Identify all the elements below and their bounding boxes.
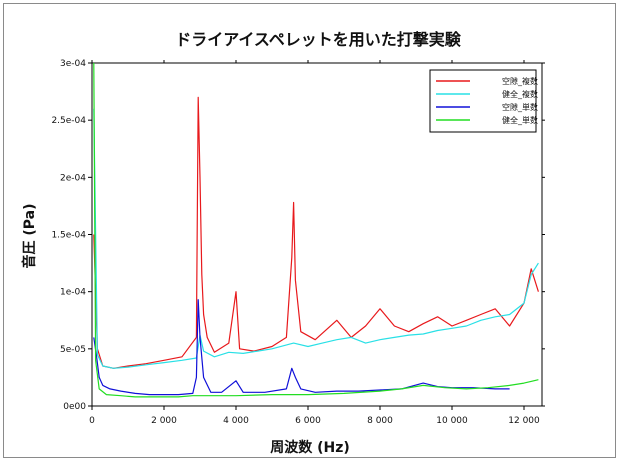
chart-title: ドライアイスペレットを用いた打撃実験 <box>175 30 462 49</box>
y-tick-label: 1.5e-04 <box>51 231 86 241</box>
series-line-2 <box>93 108 539 369</box>
x-tick-label: 0 <box>89 416 95 426</box>
y-tick-label: 5e-05 <box>60 345 86 355</box>
x-tick-label: 4 000 <box>223 416 249 426</box>
x-tick-label: 12 000 <box>508 416 540 426</box>
y-tick-label: 3e-04 <box>60 59 86 69</box>
x-tick-label: 8 000 <box>367 416 393 426</box>
y-tick-label: 1e-04 <box>60 288 86 298</box>
y-axis-label: 音圧 (Pa) <box>21 203 38 268</box>
y-tick-label: 2e-04 <box>60 173 86 183</box>
x-tick-label: 2 000 <box>151 416 177 426</box>
y-tick-label: 2.5e-04 <box>51 116 86 126</box>
plot-area: 0 2 000 4 000 6 000 8 000 10 000 12 000 0e00 5e-… <box>51 59 545 426</box>
y-tick-label: 0e00 <box>63 402 86 412</box>
legend-label-1: 空隙_複数 <box>502 76 538 86</box>
x-tick-label: 6 000 <box>295 416 321 426</box>
legend-label-3: 空隙_単数 <box>502 102 538 112</box>
series-line-3 <box>93 299 510 396</box>
x-tick-label: 10 000 <box>436 416 468 426</box>
series-line-4 <box>93 62 539 398</box>
chart-frame <box>3 3 616 458</box>
x-axis-label: 周波数 (Hz) <box>270 439 350 456</box>
series-line-1 <box>93 96 539 369</box>
legend-label-4: 健全_単数 <box>502 115 538 125</box>
legend-label-2: 健全_複数 <box>502 89 538 99</box>
